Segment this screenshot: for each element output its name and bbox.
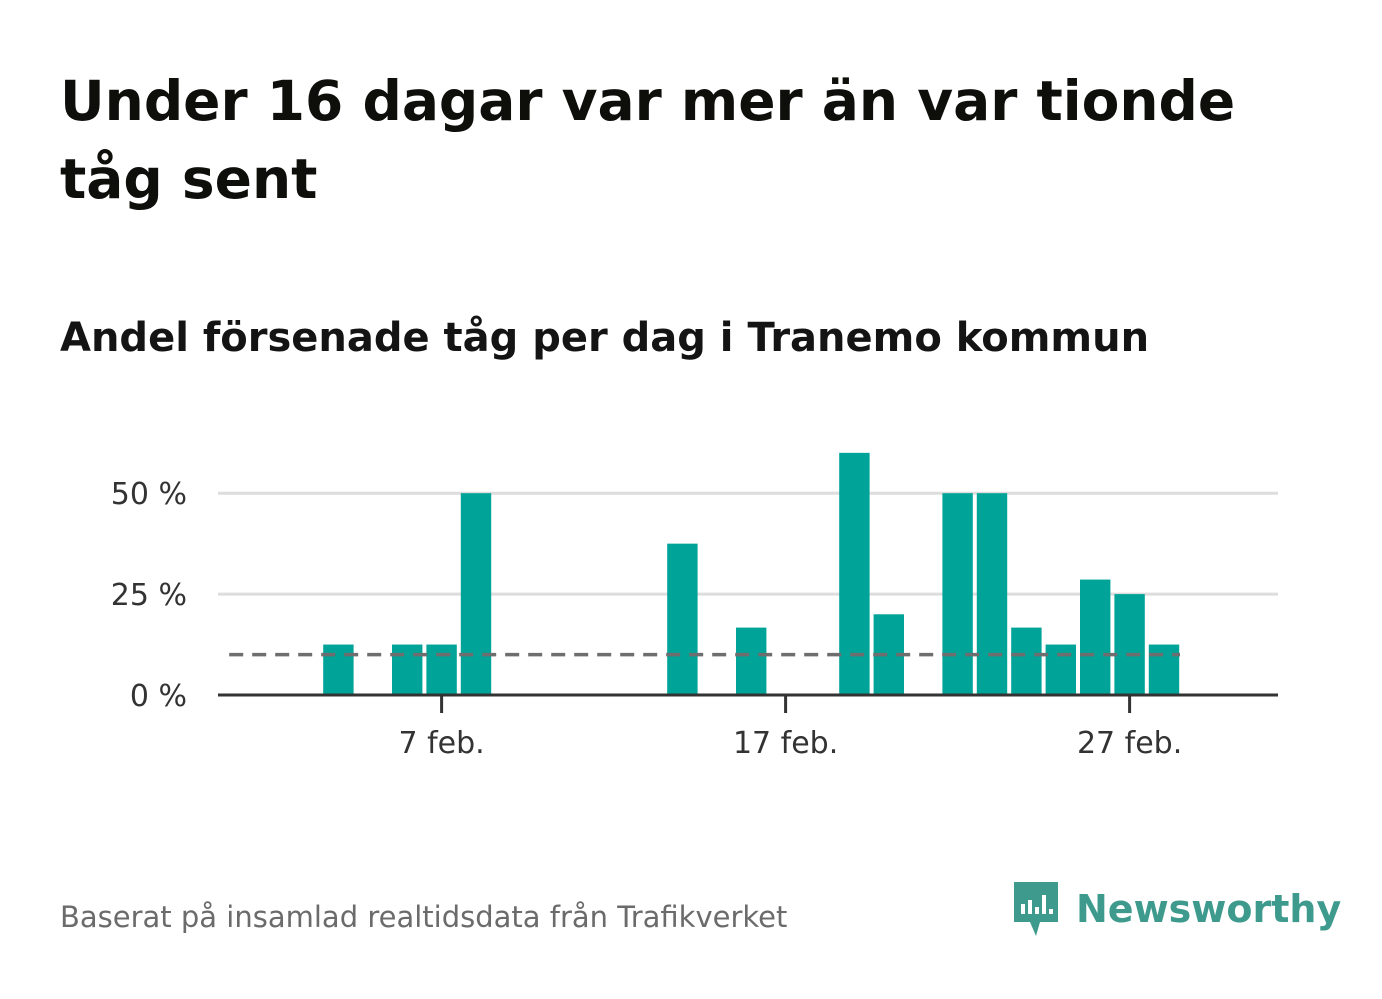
y-tick-label: 25 % xyxy=(111,578,187,613)
y-tick-label: 0 % xyxy=(130,679,187,714)
axes: 0 % 25 % 50 % 7 feb. 17 feb. 27 feb. xyxy=(111,477,1278,761)
bar-day-4 xyxy=(323,644,354,695)
x-tick-label: 17 feb. xyxy=(733,726,838,761)
newsworthy-logo-icon xyxy=(1014,882,1058,936)
bar-day-27 xyxy=(1114,594,1145,695)
y-tick-label: 50 % xyxy=(111,477,187,512)
bar-day-24 xyxy=(1011,627,1042,695)
x-tick-label: 7 feb. xyxy=(398,726,484,761)
brand-name: Newsworthy xyxy=(1076,887,1342,931)
brand: Newsworthy xyxy=(1010,878,1341,940)
bar-day-26 xyxy=(1080,579,1111,695)
chart-title: Under 16 dagar var mer än var tionde tåg… xyxy=(60,69,1236,211)
bar-day-16 xyxy=(736,627,767,695)
bar-day-25 xyxy=(1045,644,1076,695)
grid-lines xyxy=(218,491,1278,596)
source-note: Baserat på insamlad realtidsdata från Tr… xyxy=(60,900,788,934)
bar-day-28 xyxy=(1148,644,1180,695)
bar-day-8 xyxy=(460,493,492,695)
x-tick-label: 27 feb. xyxy=(1077,726,1182,761)
bar-day-6 xyxy=(392,644,423,695)
bar-day-23 xyxy=(976,493,1008,695)
bars xyxy=(323,452,1180,695)
bar-day-19 xyxy=(839,452,870,695)
bar-day-22 xyxy=(942,493,973,695)
bar-day-7 xyxy=(426,644,457,695)
bar-day-14 xyxy=(667,543,698,695)
chart-subtitle: Andel försenade tåg per dag i Tranemo ko… xyxy=(60,315,1150,361)
